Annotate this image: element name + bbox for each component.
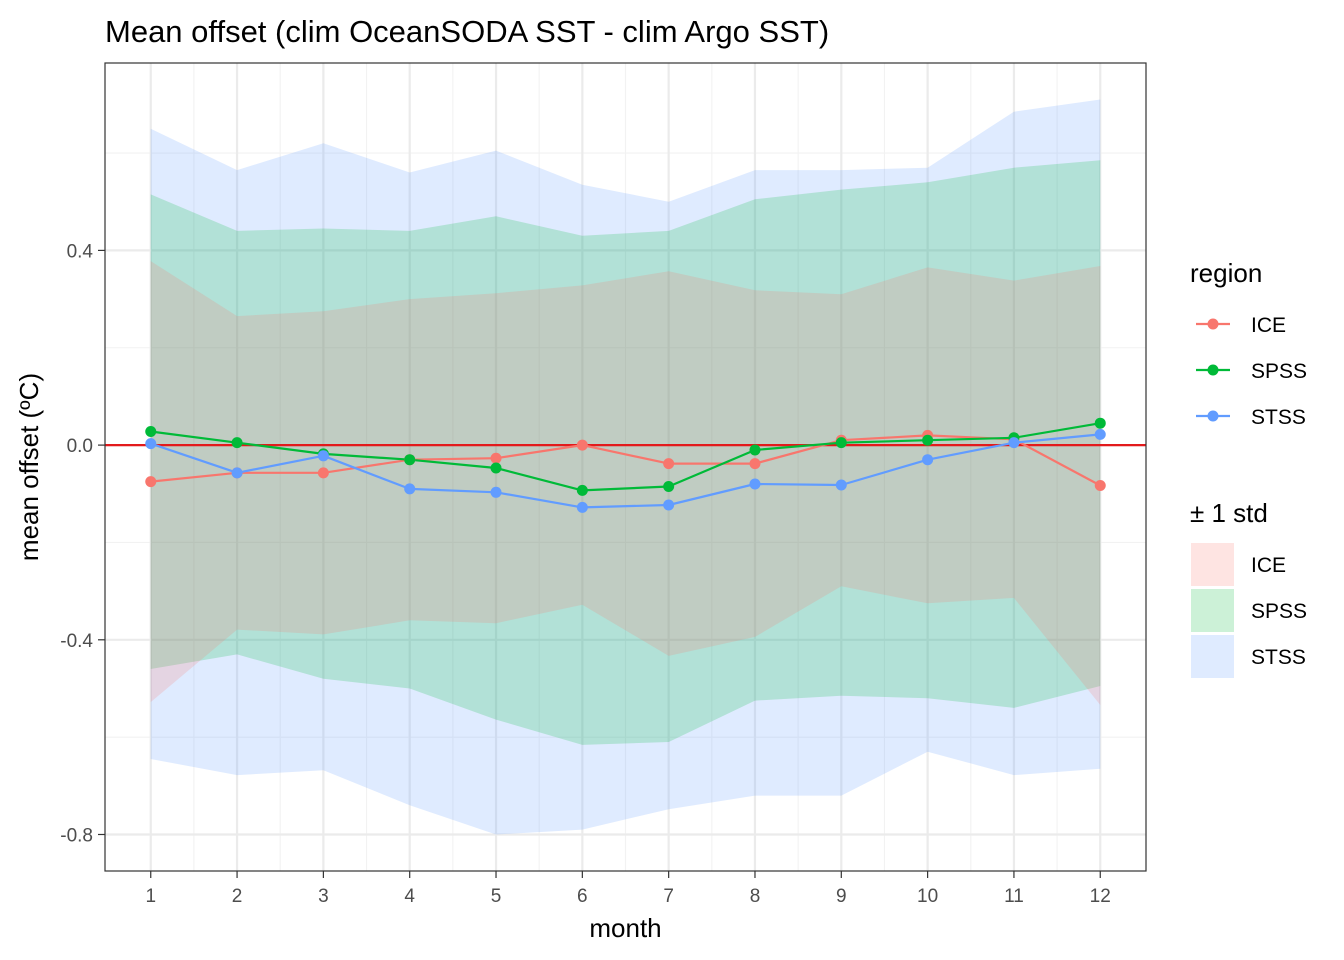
x-axis: 1 2 3 4 5 6 7 8 9 10 11 12 <box>145 871 1111 907</box>
chart-title: Mean offset (clim OceanSODA SST - clim A… <box>105 14 829 49</box>
minor-gridlines <box>105 63 1146 871</box>
series-lines <box>105 422 1146 509</box>
x-tick-label: 10 <box>917 886 938 907</box>
point-ice <box>576 439 588 451</box>
point-ice <box>663 458 675 470</box>
point-stss <box>404 483 416 495</box>
point-stss <box>1094 428 1106 440</box>
x-tick-label: 11 <box>1004 886 1024 907</box>
point-ice <box>490 452 502 464</box>
legend-point-swatch-stss <box>1207 410 1219 422</box>
point-ice <box>145 476 157 488</box>
legend-std-title: ± 1 std <box>1190 498 1268 528</box>
point-ice <box>1094 479 1106 491</box>
point-stss <box>231 467 243 479</box>
plot-panel <box>104 62 1147 872</box>
point-stss <box>576 501 588 513</box>
legend-region-label: SPSS <box>1251 360 1307 383</box>
x-tick-label: 7 <box>663 886 674 907</box>
point-stss <box>835 479 847 491</box>
legend-ribbon-swatch-spss <box>1191 589 1234 632</box>
point-spss <box>490 462 502 474</box>
line-stss <box>150 433 1101 509</box>
x-tick-label: 3 <box>318 886 329 907</box>
point-stss <box>663 499 675 511</box>
y-tick-label: -0.8 <box>60 825 93 846</box>
x-tick-label: 4 <box>404 886 415 907</box>
point-spss <box>835 437 847 449</box>
point-spss <box>576 484 588 496</box>
point-stss <box>490 486 502 498</box>
x-tick-label: 9 <box>836 886 847 907</box>
legend-point-swatch-spss <box>1207 364 1219 376</box>
point-spss <box>663 480 675 492</box>
point-stss <box>1008 437 1020 449</box>
y-tick-label: 0.4 <box>67 241 94 262</box>
legend-region-label: ICE <box>1251 314 1286 337</box>
legend-point-swatch-ice <box>1207 318 1219 330</box>
legend-region-title: region <box>1190 258 1262 288</box>
line-spss <box>150 422 1101 492</box>
x-tick-label: 2 <box>232 886 243 907</box>
x-axis-title: month <box>589 913 661 943</box>
x-tick-label: 5 <box>491 886 502 907</box>
legend-std-label: SPSS <box>1251 600 1307 623</box>
legend-region-label: STSS <box>1251 406 1306 429</box>
point-stss <box>922 454 934 466</box>
legend-region: region ICE SPSS STSS <box>1190 258 1307 429</box>
legend-ribbon-swatch-stss <box>1191 635 1234 678</box>
ribbon-stss <box>150 99 1101 835</box>
point-ice <box>749 458 761 470</box>
std-ribbons <box>150 99 1101 835</box>
point-stss <box>749 478 761 490</box>
y-tick-label: -0.4 <box>60 631 93 652</box>
point-spss <box>749 444 761 456</box>
y-axis: -0.8 -0.4 0.0 0.4 <box>60 241 105 846</box>
x-tick-label: 8 <box>750 886 761 907</box>
plot-border <box>104 62 1147 872</box>
line-ice <box>150 434 1101 487</box>
ribbon-spss <box>150 160 1101 745</box>
legend-std-label: STSS <box>1251 646 1306 669</box>
ribbon-ice <box>150 261 1101 705</box>
point-stss <box>317 450 329 462</box>
legend-ribbon-swatch-ice <box>1191 543 1234 586</box>
x-tick-label: 12 <box>1090 886 1111 907</box>
point-spss <box>145 425 157 437</box>
point-spss <box>922 434 934 446</box>
y-axis-title: mean offset (ºC) <box>14 373 44 561</box>
x-tick-label: 6 <box>577 886 588 907</box>
point-stss <box>145 438 157 450</box>
x-tick-label: 1 <box>145 886 156 907</box>
point-spss <box>1094 417 1106 429</box>
series-points <box>145 417 1106 513</box>
legend-std-label: ICE <box>1251 554 1286 577</box>
point-spss <box>404 454 416 466</box>
legend-std: ± 1 std ICE SPSS STSS <box>1190 498 1307 678</box>
point-ice <box>317 467 329 479</box>
point-spss <box>231 437 243 449</box>
y-tick-label: 0.0 <box>67 436 93 457</box>
